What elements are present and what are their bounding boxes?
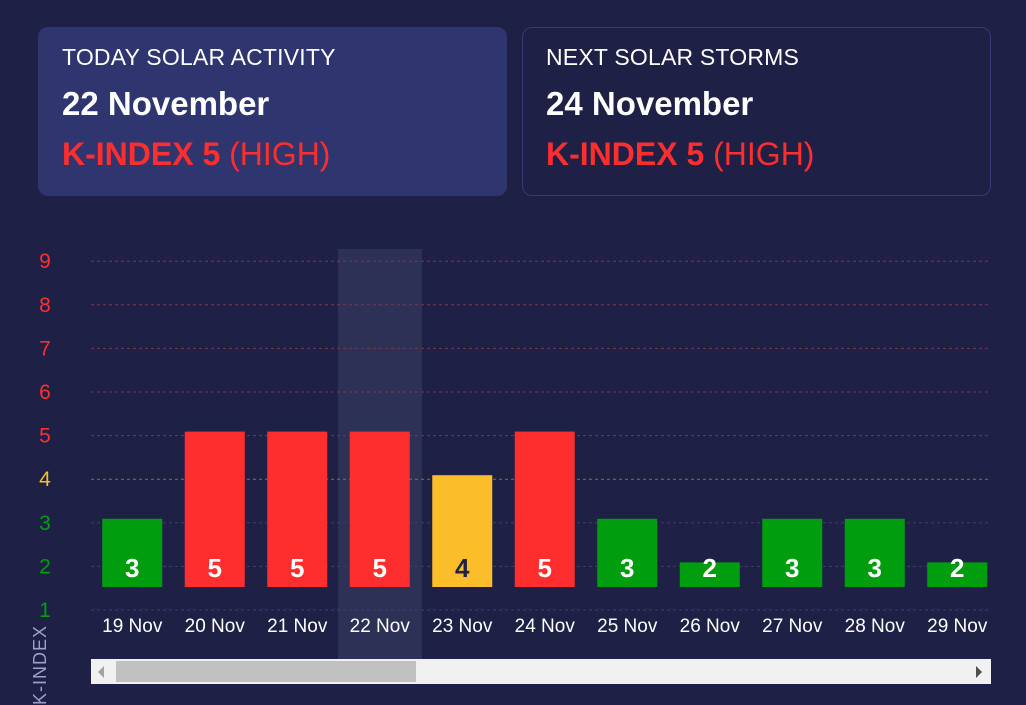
bar-19-nov[interactable] (102, 518, 163, 587)
y-tick-label: 7 (39, 337, 51, 360)
bar-20-nov[interactable] (184, 431, 245, 587)
today-card-date: 22 November (62, 85, 270, 122)
bar-value-label: 5 (538, 553, 552, 583)
x-tick-label: 24 Nov (515, 616, 576, 637)
y-axis-label: K-INDEX (30, 624, 50, 705)
today-solar-activity-card: TODAY SOLAR ACTIVITY 22 November K-INDEX… (38, 27, 507, 196)
bar-23-nov[interactable] (432, 475, 493, 587)
x-tick-label: 27 Nov (762, 616, 823, 637)
bar-value-label: 4 (455, 553, 470, 583)
bar-25-nov[interactable] (597, 518, 658, 587)
bar-value-label: 5 (373, 553, 387, 583)
bar-value-label: 3 (620, 553, 634, 583)
next-solar-storms-card: NEXT SOLAR STORMS 24 November K-INDEX 5 … (522, 27, 991, 196)
x-tick-label: 23 Nov (432, 616, 493, 637)
scroll-right-arrow-icon[interactable] (976, 666, 982, 678)
bar-27-nov[interactable] (762, 518, 823, 587)
y-tick-label: 5 (39, 425, 51, 448)
bar-26-nov[interactable] (679, 562, 740, 587)
bar-21-nov[interactable] (267, 431, 328, 587)
today-k-index: K-INDEX 5 (HIGH) (62, 136, 483, 173)
y-tick-label: 6 (39, 381, 51, 404)
bar-value-label: 2 (950, 553, 964, 583)
bar-29-nov[interactable] (927, 562, 988, 587)
next-card-label: NEXT SOLAR STORMS (546, 44, 800, 70)
x-tick-label: 29 Nov (927, 616, 988, 637)
x-tick-label: 21 Nov (267, 616, 328, 637)
bar-28-nov[interactable] (844, 518, 905, 587)
next-k-index: K-INDEX 5 (HIGH) (546, 136, 966, 173)
y-tick-label: 8 (39, 294, 51, 317)
x-tick-label: 28 Nov (845, 616, 906, 637)
x-tick-label: 25 Nov (597, 616, 658, 637)
bar-value-label: 3 (125, 553, 139, 583)
scroll-thumb[interactable] (116, 661, 416, 682)
x-tick-label: 20 Nov (185, 616, 246, 637)
x-tick-label: 26 Nov (680, 616, 741, 637)
bar-22-nov[interactable] (349, 431, 410, 587)
y-tick-label: 2 (39, 555, 51, 578)
next-k-index-level: (HIGH) (713, 136, 815, 172)
x-tick-label: 19 Nov (102, 616, 163, 637)
bar-value-label: 3 (868, 553, 882, 583)
bar-24-nov[interactable] (514, 431, 575, 587)
bar-value-label: 3 (785, 553, 799, 583)
chart-horizontal-scrollbar[interactable] (91, 659, 991, 684)
bar-value-label: 2 (703, 553, 717, 583)
y-tick-label: 1 (39, 599, 51, 622)
today-k-index-level: (HIGH) (229, 136, 331, 172)
scroll-left-arrow-icon[interactable] (98, 666, 104, 678)
today-card-label: TODAY SOLAR ACTIVITY (62, 44, 336, 70)
today-k-index-value: K-INDEX 5 (62, 136, 221, 172)
y-tick-label: 9 (39, 250, 51, 273)
bar-value-label: 5 (290, 553, 304, 583)
y-tick-label: 3 (39, 512, 51, 535)
y-tick-label: 4 (39, 468, 51, 491)
bar-value-label: 5 (208, 553, 222, 583)
next-k-index-value: K-INDEX 5 (546, 136, 705, 172)
x-tick-label: 22 Nov (350, 616, 411, 637)
next-card-date: 24 November (546, 85, 754, 122)
